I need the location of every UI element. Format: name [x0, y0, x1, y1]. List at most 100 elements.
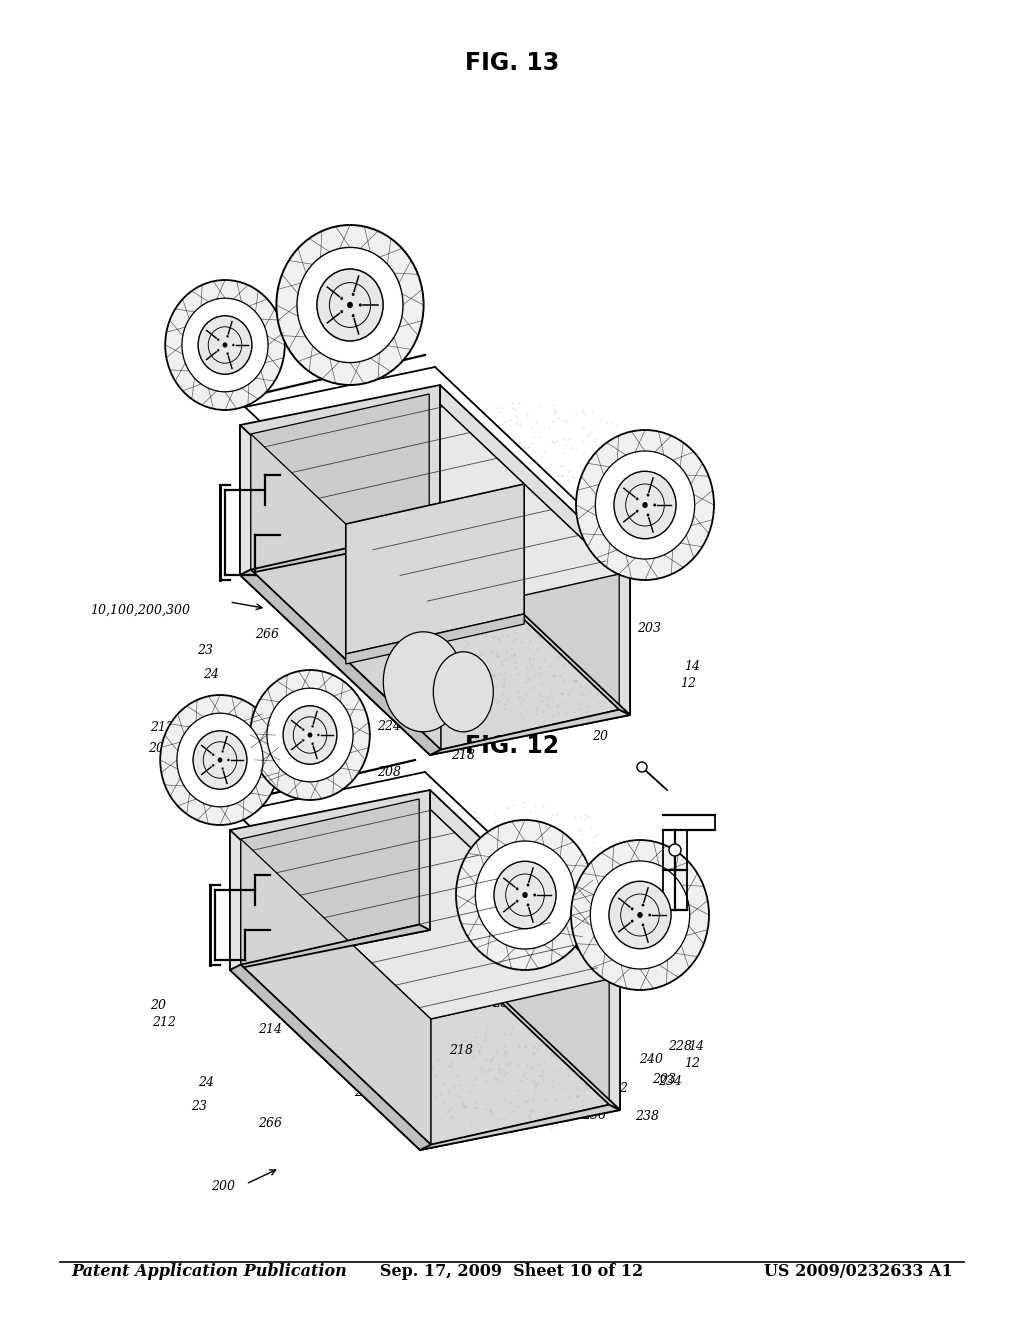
Point [283, 457, 299, 478]
Text: FIG. 12: FIG. 12 [465, 734, 559, 758]
Point [605, 664, 622, 685]
Polygon shape [241, 799, 419, 965]
Point [306, 719, 323, 741]
Point [362, 438, 379, 459]
Point [640, 510, 656, 531]
Point [508, 891, 524, 912]
Point [522, 1056, 539, 1077]
Point [623, 492, 639, 513]
Point [529, 888, 546, 909]
Point [577, 1041, 593, 1063]
Point [336, 294, 352, 315]
Point [644, 915, 660, 936]
Point [504, 883, 520, 904]
Point [385, 871, 401, 892]
Point [244, 900, 260, 921]
Point [469, 659, 485, 680]
Point [486, 407, 503, 428]
Point [580, 1068, 596, 1089]
Ellipse shape [218, 758, 222, 763]
Point [549, 898, 565, 919]
Ellipse shape [311, 725, 313, 727]
Point [306, 946, 323, 968]
Point [283, 532, 299, 553]
Point [359, 940, 376, 961]
Point [571, 698, 588, 719]
Point [219, 756, 236, 777]
Text: 10,100,200,300: 10,100,200,300 [90, 603, 190, 616]
Point [220, 326, 237, 347]
Point [483, 874, 500, 895]
Point [557, 890, 573, 911]
Point [503, 1092, 519, 1113]
Point [293, 498, 309, 519]
Text: 20: 20 [150, 999, 166, 1012]
Point [518, 908, 535, 929]
Point [481, 671, 498, 692]
Point [216, 743, 232, 764]
Point [291, 855, 307, 876]
Point [618, 912, 635, 933]
Point [561, 461, 578, 482]
Point [585, 469, 601, 490]
Point [230, 341, 247, 362]
Point [532, 882, 549, 903]
Point [595, 680, 611, 701]
Point [344, 301, 360, 322]
Point [334, 491, 350, 512]
Point [527, 1114, 544, 1135]
Point [546, 634, 562, 655]
Point [285, 899, 301, 920]
Point [525, 677, 542, 698]
Point [324, 548, 340, 569]
Point [510, 664, 526, 685]
Point [387, 883, 403, 904]
Point [553, 490, 569, 511]
Point [604, 438, 621, 459]
Ellipse shape [609, 882, 671, 949]
Point [298, 891, 314, 912]
Point [356, 284, 373, 305]
Point [497, 1041, 513, 1063]
Point [548, 401, 564, 422]
Point [319, 731, 336, 752]
Point [648, 482, 665, 503]
Point [310, 710, 327, 731]
Ellipse shape [307, 733, 312, 738]
Point [519, 899, 536, 920]
Point [488, 692, 505, 713]
Point [555, 1104, 571, 1125]
Point [517, 810, 534, 832]
Point [279, 524, 295, 545]
Point [470, 1043, 486, 1064]
Point [469, 826, 485, 847]
Point [284, 729, 300, 750]
Point [500, 447, 516, 469]
Point [271, 479, 288, 500]
Point [309, 540, 326, 561]
Point [520, 1106, 537, 1127]
Point [406, 492, 422, 513]
Point [287, 727, 303, 748]
Point [342, 319, 358, 341]
Point [218, 319, 234, 341]
Point [261, 508, 278, 529]
Point [296, 722, 312, 743]
Point [526, 879, 543, 900]
Point [618, 890, 635, 911]
Point [556, 502, 572, 523]
Point [457, 636, 473, 657]
Point [388, 516, 404, 537]
Point [588, 624, 604, 645]
Point [534, 888, 550, 909]
Point [514, 887, 530, 908]
Point [500, 883, 516, 904]
Point [505, 1100, 521, 1121]
Point [548, 491, 564, 512]
Point [331, 941, 347, 962]
Point [370, 450, 386, 471]
Point [525, 870, 542, 891]
Point [440, 1100, 457, 1121]
Point [403, 463, 420, 484]
Polygon shape [430, 565, 630, 755]
